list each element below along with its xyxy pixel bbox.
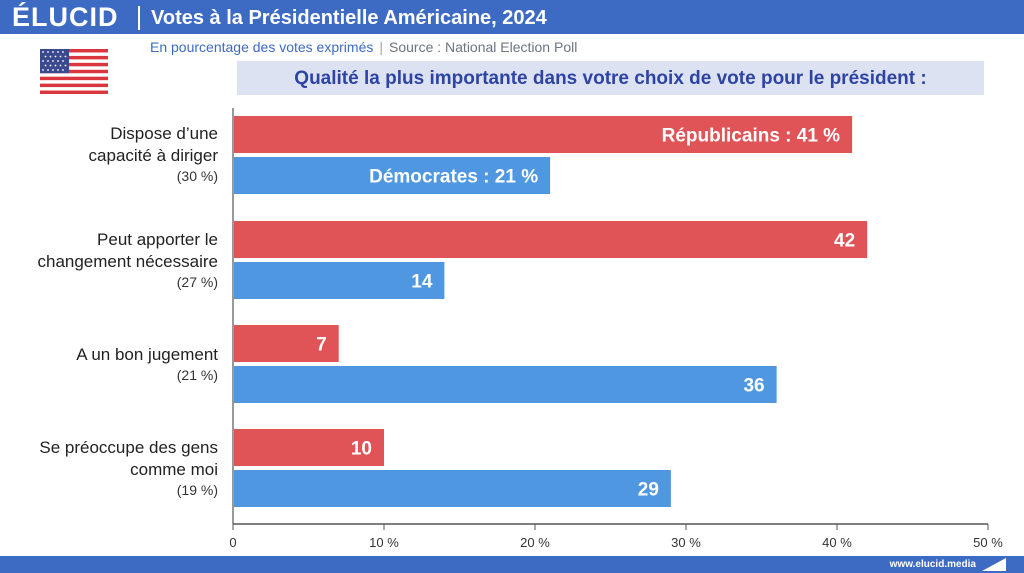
- democrats-data-label-3: 36: [743, 376, 764, 397]
- us-flag-icon: [40, 49, 108, 94]
- brand-logo: ÉLUCID: [12, 2, 119, 32]
- x-tick-label-50: 50 %: [973, 535, 1003, 550]
- question-box: Qualité la plus importante dans votre ch…: [237, 61, 984, 95]
- republicans-bar-4: [233, 429, 384, 466]
- x-tick-label-30: 30 %: [671, 535, 701, 550]
- democrats-bar-3: [233, 366, 777, 403]
- category-share: (19 %): [176, 482, 218, 498]
- footer-bar: www.elucid.media: [0, 556, 1024, 573]
- republicans-bar-3: [233, 325, 339, 362]
- subtitle-row: En pourcentage des votes exprimés | Source…: [150, 38, 577, 56]
- republicans-data-label-3: 7: [316, 335, 327, 356]
- democrats-data-label-4: 29: [638, 480, 659, 501]
- header-bar: ÉLUCID Votes à la Présidentielle América…: [0, 0, 1024, 34]
- category-share: (21 %): [176, 367, 218, 383]
- brand-mark-icon: [982, 558, 1006, 571]
- x-tick-label-10: 10 %: [369, 535, 399, 550]
- category-name-line: Peut apporter le: [97, 230, 218, 249]
- source-text: Source : National Election Poll: [389, 39, 578, 55]
- republicans-bar-2: [233, 221, 868, 258]
- category-name-line: capacité à diriger: [88, 146, 218, 165]
- x-tick-label-20: 20 %: [520, 535, 550, 550]
- democrats-bar-2: [233, 262, 445, 299]
- category-share: (30 %): [176, 168, 218, 184]
- category-label-2: Peut apporter le changement nécessaire (…: [0, 229, 218, 292]
- question-text: Qualité la plus importante dans votre ch…: [294, 68, 927, 89]
- footer-url: www.elucid.media: [889, 559, 976, 570]
- republicans-data-label-1: Républicains : 41 %: [662, 126, 841, 147]
- democrats-bar-1: [233, 157, 551, 194]
- republicans-bar-1: [233, 116, 853, 153]
- democrats-bar-4: [233, 470, 671, 507]
- republicans-data-label-2: 42: [834, 231, 855, 252]
- category-name-line: changement nécessaire: [37, 252, 218, 271]
- x-tick-label-40: 40 %: [822, 535, 852, 550]
- category-name-line: Dispose d’une: [110, 124, 218, 143]
- category-label-4: Se préoccupe des gens comme moi (19 %): [0, 437, 218, 500]
- category-share: (27 %): [176, 274, 218, 290]
- democrats-data-label-1: Démocrates : 21 %: [369, 167, 538, 188]
- category-name-line: comme moi: [130, 460, 218, 479]
- category-name-line: Se préoccupe des gens: [39, 438, 218, 457]
- header-divider: [138, 6, 140, 30]
- category-name-line: A un bon jugement: [76, 345, 218, 364]
- republicans-data-label-4: 10: [351, 439, 372, 460]
- democrats-data-label-2: 14: [411, 272, 433, 293]
- page-title: Votes à la Présidentielle Américaine, 20…: [151, 7, 547, 29]
- subtitle-text: En pourcentage des votes exprimés: [150, 39, 374, 55]
- category-label-3: A un bon jugement (21 %): [0, 344, 218, 385]
- subtitle-separator: |: [379, 39, 383, 55]
- category-label-1: Dispose d’une capacité à diriger (30 %): [0, 123, 218, 186]
- x-tick-label-0: 0: [229, 535, 236, 550]
